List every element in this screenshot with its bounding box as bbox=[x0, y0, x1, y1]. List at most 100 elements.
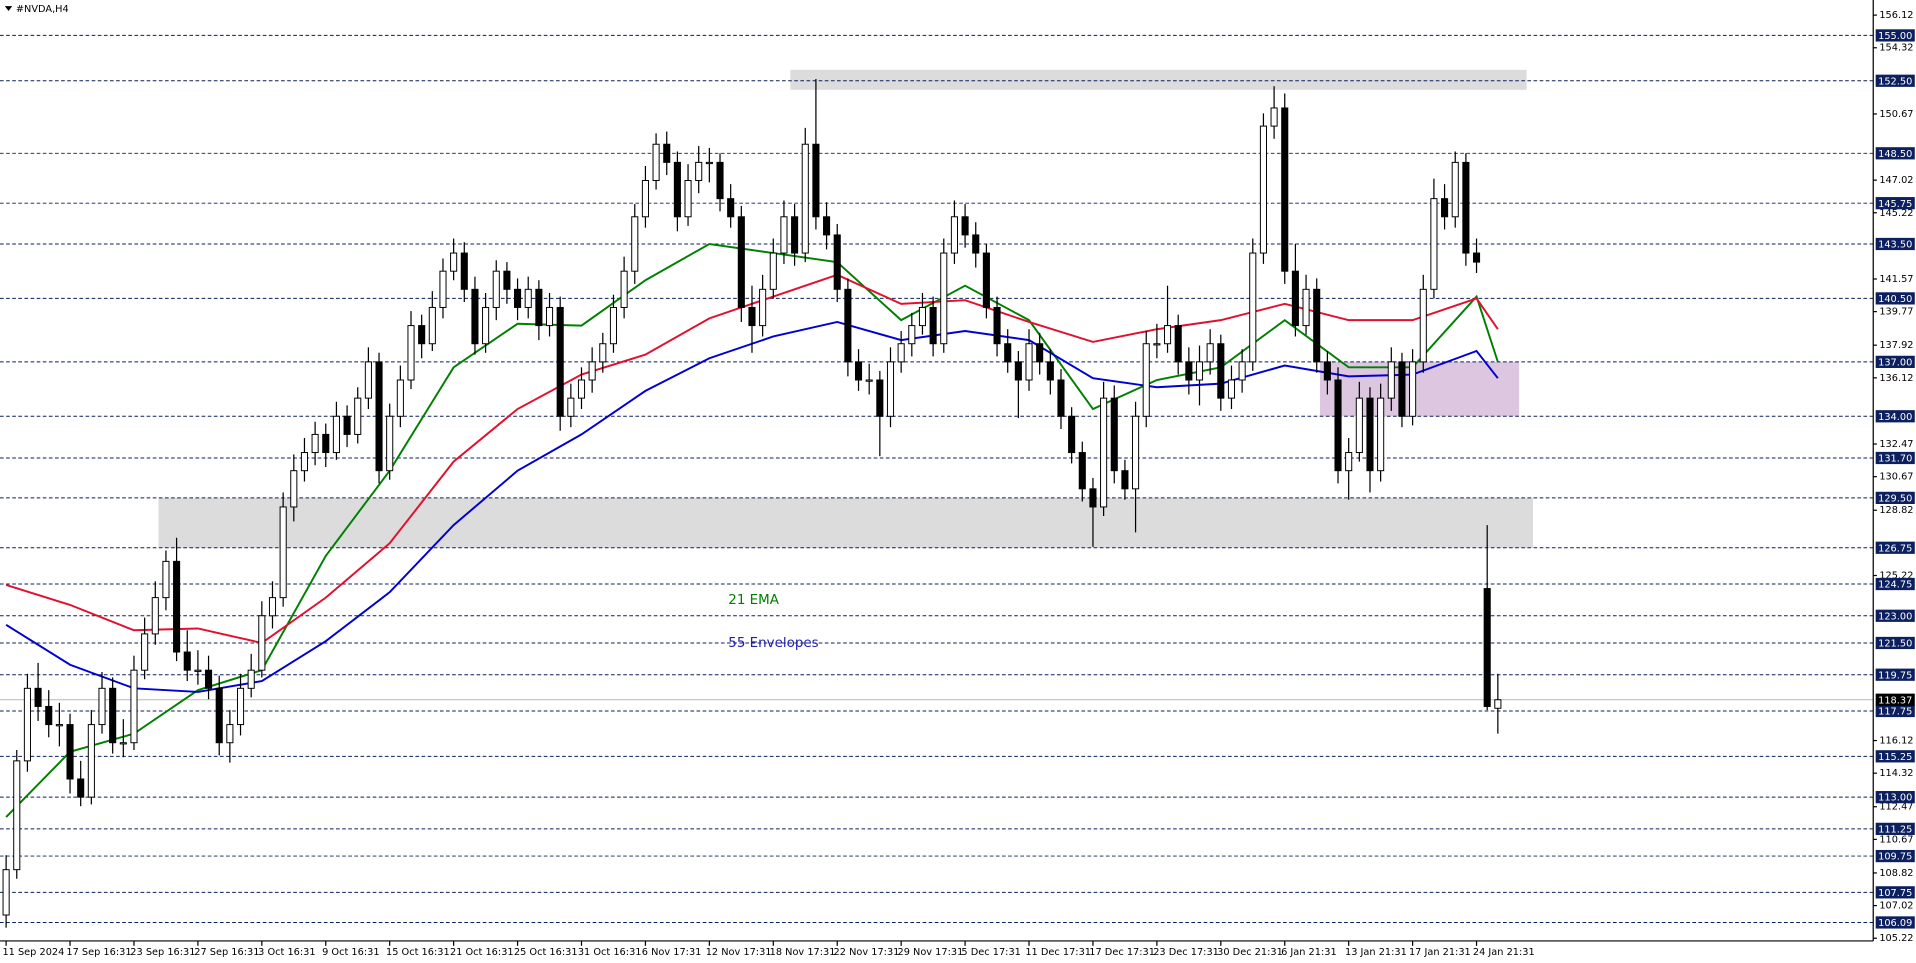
y-tick-label: 150.67 bbox=[1879, 109, 1913, 120]
x-tick-label: 25 Oct 16:31 bbox=[514, 947, 578, 958]
y-tick-label: 114.32 bbox=[1879, 768, 1913, 779]
candle-body bbox=[577, 379, 586, 399]
candle-body bbox=[1174, 325, 1182, 363]
x-tick-label: 29 Nov 17:31 bbox=[897, 947, 963, 958]
candle-body bbox=[236, 687, 245, 726]
level-label: 145.75 bbox=[1878, 199, 1912, 210]
level-label-box bbox=[1875, 491, 1915, 504]
level-label: 148.50 bbox=[1878, 149, 1912, 160]
x-tick-label: 11 Dec 17:31 bbox=[1025, 947, 1091, 958]
candle-body bbox=[1206, 343, 1214, 363]
candle-body bbox=[119, 742, 127, 745]
candle-body bbox=[247, 669, 255, 689]
candle-body bbox=[322, 433, 330, 454]
level-label-box bbox=[1875, 541, 1915, 554]
candle-body bbox=[1345, 452, 1353, 472]
x-tick-label: 18 Nov 17:31 bbox=[770, 947, 836, 958]
candle-body bbox=[23, 687, 31, 762]
level-label-box bbox=[1875, 609, 1915, 622]
candle-body bbox=[961, 216, 969, 236]
level-label-box bbox=[1875, 292, 1915, 305]
candle-body bbox=[631, 216, 639, 272]
level-label-box bbox=[1875, 822, 1915, 835]
candle-body bbox=[1313, 288, 1321, 363]
candle-body bbox=[1451, 161, 1459, 218]
level-label-box bbox=[1875, 791, 1915, 804]
candle-body bbox=[1153, 343, 1161, 346]
annotation: 21 EMA bbox=[728, 593, 779, 608]
candle-body bbox=[599, 343, 607, 363]
candle-body bbox=[141, 633, 149, 671]
candle-body bbox=[13, 760, 21, 871]
x-tick-label: 17 Sep 16:31 bbox=[66, 947, 131, 958]
candle-body bbox=[1302, 288, 1310, 327]
candle-body bbox=[769, 252, 777, 290]
level-label-box bbox=[1875, 750, 1915, 763]
y-tick-label: 136.12 bbox=[1879, 373, 1913, 384]
candle-body bbox=[940, 252, 948, 345]
y-tick-label: 112.47 bbox=[1879, 802, 1913, 813]
candle-body bbox=[609, 306, 618, 345]
level-label: 124.75 bbox=[1878, 580, 1912, 591]
plot-area bbox=[0, 34, 1874, 928]
level-label-box bbox=[1875, 197, 1915, 210]
candle-body bbox=[641, 180, 649, 218]
candle-body bbox=[1249, 252, 1257, 363]
level-label: 115.25 bbox=[1878, 752, 1912, 763]
level-label-box bbox=[1875, 355, 1915, 368]
x-tick-label: 23 Dec 17:31 bbox=[1153, 947, 1219, 958]
candle-body bbox=[2, 869, 10, 916]
y-tick-label: 141.57 bbox=[1879, 274, 1913, 285]
level-label: 140.50 bbox=[1878, 294, 1912, 305]
level-label-box bbox=[1875, 451, 1915, 465]
candle-body bbox=[1046, 361, 1054, 381]
level-label: 129.50 bbox=[1878, 493, 1912, 504]
candle-body bbox=[215, 687, 223, 744]
candle-body bbox=[780, 216, 788, 254]
level-label-box bbox=[1875, 410, 1915, 423]
level-label-box bbox=[1875, 29, 1915, 42]
candle-body bbox=[1419, 288, 1427, 363]
last-price-box bbox=[1875, 693, 1915, 706]
candle-body bbox=[1089, 488, 1097, 508]
level-label: 121.50 bbox=[1878, 639, 1912, 650]
candle-body bbox=[1036, 343, 1044, 363]
candle-body bbox=[1100, 397, 1108, 508]
candle-body bbox=[791, 216, 799, 254]
candle-body bbox=[290, 470, 298, 508]
x-tick-label: 31 Oct 16:31 bbox=[578, 947, 642, 958]
level-label-box bbox=[1875, 668, 1915, 681]
symbol-menu-icon[interactable] bbox=[4, 6, 13, 12]
x-tick-label: 27 Sep 16:31 bbox=[194, 947, 259, 958]
x-tick-label: 15 Oct 16:31 bbox=[386, 947, 450, 958]
candle-body bbox=[886, 361, 895, 417]
candle-body bbox=[55, 724, 63, 727]
x-tick-label: 6 Nov 17:31 bbox=[642, 947, 702, 958]
candle-body bbox=[1334, 379, 1342, 472]
level-label-box bbox=[1875, 849, 1915, 863]
candle-body bbox=[801, 143, 809, 254]
candle-body bbox=[162, 560, 170, 599]
candle-body bbox=[1430, 198, 1438, 290]
y-tick-label: 139.77 bbox=[1879, 307, 1913, 318]
candle-body bbox=[535, 288, 543, 327]
x-tick-label: 21 Oct 16:31 bbox=[450, 947, 514, 958]
candle-body bbox=[673, 161, 681, 218]
candle-body bbox=[492, 270, 500, 308]
y-tick-label: 107.02 bbox=[1879, 901, 1913, 912]
level-label-box bbox=[1875, 886, 1915, 899]
level-label: 152.50 bbox=[1878, 76, 1912, 87]
candle-body bbox=[428, 306, 436, 345]
candle-body bbox=[1227, 379, 1236, 399]
candle-body bbox=[705, 161, 713, 165]
y-tick-label: 105.22 bbox=[1879, 933, 1913, 944]
candle-body bbox=[1142, 343, 1150, 417]
candle-body bbox=[876, 379, 884, 417]
candle-body bbox=[386, 415, 394, 472]
level-label: 155.00 bbox=[1878, 31, 1912, 42]
zone bbox=[158, 497, 1534, 548]
candle-body bbox=[1238, 361, 1246, 381]
x-tick-label: 3 Oct 16:31 bbox=[258, 947, 315, 958]
candle-body bbox=[748, 306, 756, 327]
